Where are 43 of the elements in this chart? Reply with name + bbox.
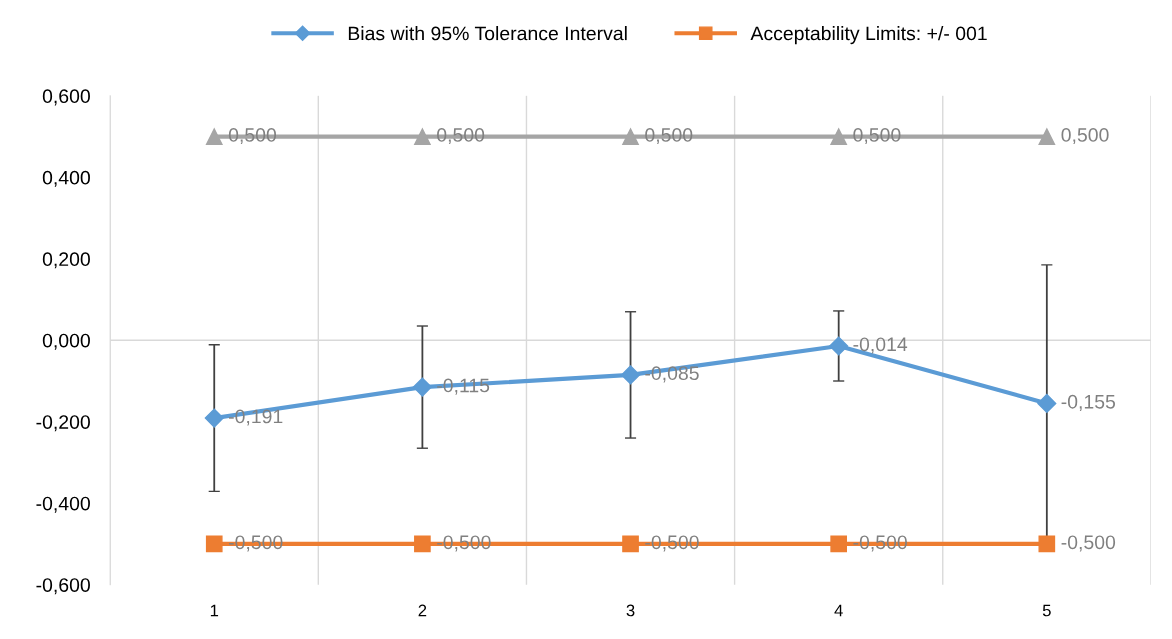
- data-label: 0,500: [853, 128, 901, 145]
- point: [1038, 128, 1056, 145]
- y-tick-label: -0,400: [36, 496, 90, 513]
- data-label: -0,500: [228, 535, 283, 552]
- point: [830, 535, 848, 553]
- y-tick-label: -0,200: [36, 415, 90, 432]
- point: [622, 128, 639, 145]
- point: [829, 336, 849, 356]
- x-tick-label: 4: [834, 604, 843, 617]
- data-label: -0,085: [645, 366, 699, 383]
- x-tick-label: 5: [1042, 604, 1051, 617]
- data-label: -0,014: [853, 337, 908, 354]
- data-label: -0,500: [437, 535, 491, 552]
- data-label: -0,500: [645, 535, 699, 552]
- data-label: -0,500: [853, 535, 907, 552]
- point: [412, 377, 432, 397]
- data-label: 0,500: [228, 128, 277, 145]
- data-label: -0,500: [1061, 535, 1116, 552]
- point: [205, 535, 223, 553]
- point: [622, 535, 639, 553]
- point: [205, 128, 223, 145]
- point: [204, 408, 224, 428]
- data-label: -0,155: [1061, 394, 1116, 411]
- point: [414, 535, 431, 553]
- x-tick-label: 3: [626, 604, 635, 617]
- point: [1037, 393, 1057, 413]
- legend-label: Acceptability Limits: +/- 001: [750, 26, 987, 45]
- point: [414, 128, 431, 145]
- y-tick-label: 0,400: [42, 170, 90, 187]
- legend-label: Bias with 95% Tolerance Interval: [348, 26, 627, 41]
- x-tick-label: 1: [210, 604, 219, 617]
- data-label: 0,500: [1061, 128, 1109, 145]
- x-tick-label: 2: [418, 604, 427, 617]
- y-tick-label: 0,000: [42, 333, 90, 350]
- data-label: -0,191: [228, 409, 283, 426]
- data-label: 0,500: [437, 128, 485, 145]
- point: [621, 365, 641, 385]
- point: [830, 128, 848, 145]
- point: [1038, 535, 1056, 553]
- y-tick-label: 0,600: [42, 89, 90, 106]
- y-tick-label: 0,200: [42, 252, 90, 269]
- y-tick-label: -0,600: [36, 578, 90, 595]
- data-label: 0,500: [645, 128, 693, 145]
